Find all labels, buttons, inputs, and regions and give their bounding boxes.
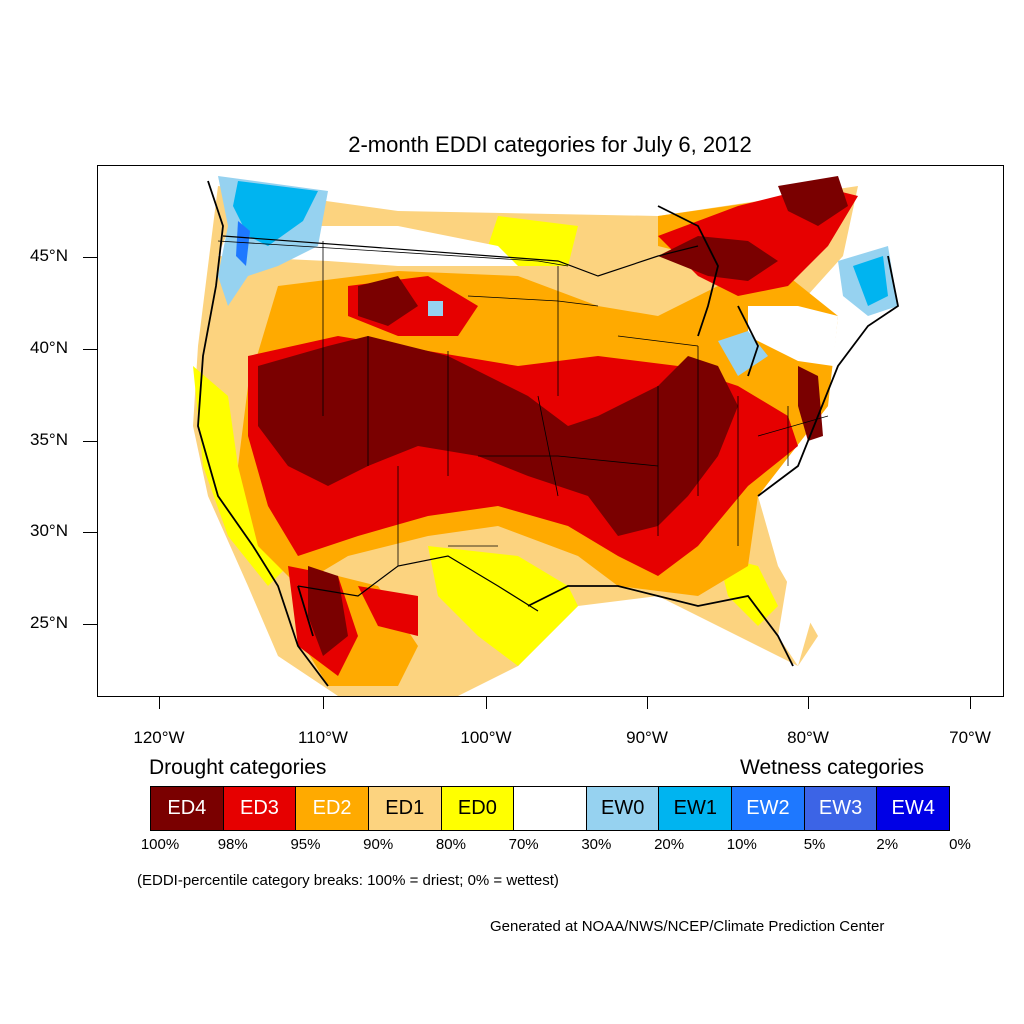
lon-tick-mark	[486, 697, 487, 709]
lat-label: 25°N	[30, 613, 68, 632]
lat-tick-mark	[83, 349, 97, 350]
lat-label: 30°N	[30, 521, 68, 540]
lon-tick-mark	[323, 697, 324, 709]
legend-cell-ed4: ED4	[151, 787, 224, 830]
coastline	[197, 180, 900, 687]
lat-label: 35°N	[30, 430, 68, 449]
legend-break-label: 0%	[949, 836, 971, 853]
national-border	[222, 235, 699, 612]
eddi-region-ed0	[488, 216, 578, 266]
legend-break-label: 98%	[217, 836, 248, 853]
legend-break-label: 95%	[290, 836, 321, 853]
legend-cell-ed3: ED3	[223, 787, 297, 830]
state-borders	[217, 240, 829, 566]
eddi-region-ed4	[798, 366, 823, 441]
legend-cell-ew2: EW2	[732, 787, 805, 830]
legend-break-label: 5%	[803, 836, 826, 853]
legend-cell-ed1: ED1	[368, 787, 442, 830]
lon-tick-mark	[970, 697, 971, 709]
legend-cell-ew4: EW4	[877, 787, 950, 830]
legend-cell-ed0: ED0	[441, 787, 515, 830]
lat-label: 45°N	[30, 246, 68, 265]
legend-cell-ew3: EW3	[804, 787, 878, 830]
category-note: (EDDI-percentile category breaks: 100% =…	[137, 872, 559, 889]
lat-tick-mark	[83, 532, 97, 533]
legend-break-label: 100%	[140, 836, 180, 853]
legend-cell-ed2: ED2	[296, 787, 369, 830]
lon-label: 80°W	[787, 728, 829, 747]
wetness-heading: Wetness categories	[740, 756, 925, 779]
lon-label: 110°W	[298, 728, 348, 747]
legend-break-label: 20%	[654, 836, 685, 853]
legend-break-label: 70%	[508, 836, 539, 853]
eddi-region-ed4	[258, 336, 738, 536]
lon-label: 70°W	[949, 728, 991, 747]
legend-break-label: 80%	[435, 836, 466, 853]
lon-tick-mark	[647, 697, 648, 709]
eddi-region-ed0	[428, 546, 578, 666]
map-panel	[97, 165, 1004, 697]
eddi-region-ed4	[658, 236, 778, 281]
legend-colorbar: ED4 ED3 ED2 ED1 ED0 EW0 EW1 EW2 EW3 EW4	[150, 786, 950, 831]
lat-tick-mark	[83, 441, 97, 442]
eddi-region-ed4	[308, 566, 348, 656]
lon-label: 100°W	[460, 728, 512, 747]
lat-tick-mark	[83, 257, 97, 258]
map-title: 2-month EDDI categories for July 6, 2012	[348, 132, 752, 157]
lat-tick-mark	[83, 624, 97, 625]
credit-line: Generated at NOAA/NWS/NCEP/Climate Predi…	[490, 918, 885, 935]
eddi-map	[193, 176, 900, 696]
legend-break-label: 10%	[726, 836, 757, 853]
eddi-region-ew1	[853, 256, 888, 306]
eddi-region-normal	[748, 306, 838, 366]
lat-label: 40°N	[30, 338, 68, 357]
eddi-region-ew0	[428, 301, 443, 316]
eddi-region-normal	[778, 576, 818, 666]
lon-tick-mark	[159, 697, 160, 709]
lon-label: 120°W	[133, 728, 185, 747]
eddi-region-ew2	[236, 221, 250, 266]
legend-break-label: 2%	[876, 836, 899, 853]
eddi-region-ed3	[358, 586, 418, 636]
lon-label: 90°W	[626, 728, 668, 747]
eddi-region-ew1	[233, 181, 318, 246]
eddi-region-ed4	[778, 176, 848, 226]
drought-heading: Drought categories	[149, 756, 327, 779]
legend-cell-normal	[514, 787, 587, 830]
legend-break-label: 90%	[363, 836, 394, 853]
lon-tick-mark	[808, 697, 809, 709]
legend-cell-ew1: EW1	[659, 787, 733, 830]
eddi-region-ed4	[358, 276, 418, 326]
legend-break-label: 30%	[581, 836, 612, 853]
legend-cell-ew0: EW0	[586, 787, 660, 830]
